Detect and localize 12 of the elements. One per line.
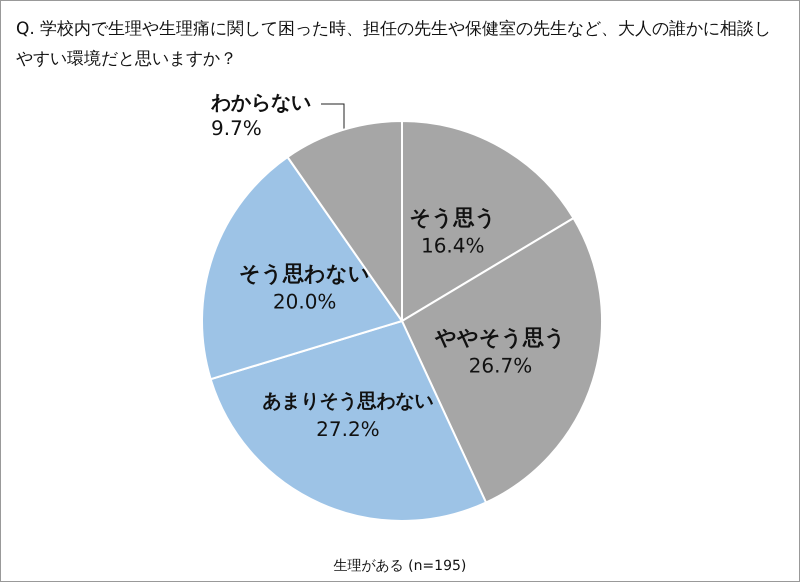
slice-label: そう思わない <box>239 261 370 286</box>
slice-label: あまりそう思わない <box>262 390 434 412</box>
slice-label: わからない <box>210 90 311 114</box>
data-label: 26.7% <box>468 353 532 378</box>
data-label: 9.7% <box>211 116 262 140</box>
data-label: 20.0% <box>272 289 336 314</box>
chart-title: Q. 学校内で生理や生理痛に関して困った時、担任の先生や保健室の先生など、大人の誰かに相談しやすい環境だと思いますか？ <box>16 19 772 69</box>
slice-label: ややそう思う <box>434 325 566 350</box>
data-label: 16.4% <box>420 233 485 258</box>
text: 生理がある (n=195) <box>334 558 466 574</box>
slice-label: そう思う <box>409 205 496 230</box>
data-label: 27.2% <box>316 417 380 442</box>
